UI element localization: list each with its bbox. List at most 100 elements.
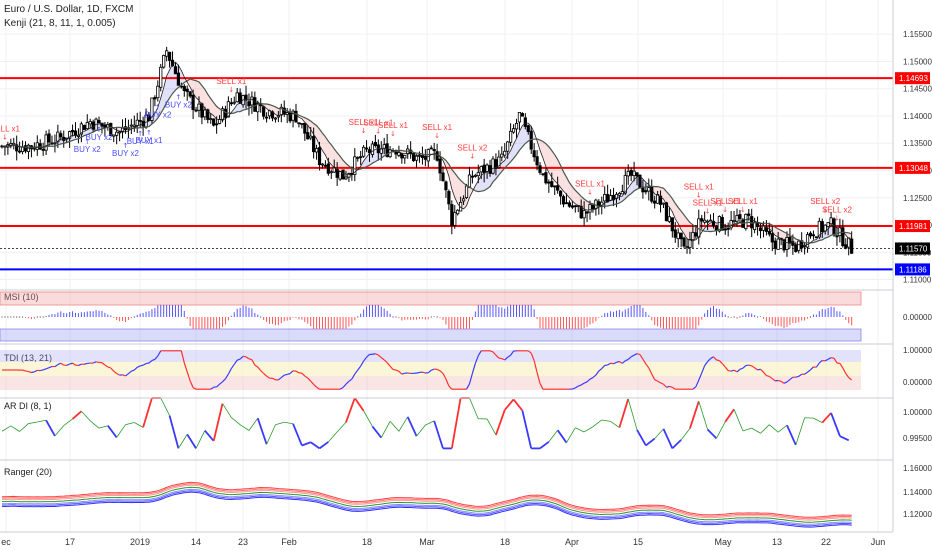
tdi-line-segment [589,377,594,380]
symbol-title: Euro / U.S. Dollar, 1D, FXCM [4,4,134,15]
tdi-line-segment [289,370,294,375]
tdi-line-segment [78,363,82,367]
ma-cloud-segment [772,225,776,236]
ma-cloud-segment [157,97,161,119]
signal-label: SELL x1 [378,121,408,130]
tdi-line-segment [48,365,53,369]
candle-body [100,122,104,127]
tdi-line-segment [401,372,405,375]
tdi-line-segment [625,358,629,362]
candle-body [561,196,566,205]
time-tick-label: 22 [821,537,831,547]
ma-cloud-segment [642,178,646,188]
candle-body [758,227,763,232]
ardi-line-segment [645,437,656,447]
tdi-line-segment [416,371,420,374]
signal-arrow-icon: ↑ [155,104,161,112]
ma-cloud-segment [778,228,782,239]
tdi-line-segment [501,357,506,361]
panel-title: MSI (10) [4,292,39,302]
ardi-line-segment [10,425,20,432]
tdi-line-segment [504,356,509,361]
tdi-middle-zone [0,362,861,376]
msi-dot [739,316,741,318]
ar-di-panel[interactable]: AR DI (8, 1) [1,397,850,450]
candle-body [59,133,63,138]
msi-dot [42,316,44,318]
tdi-line-segment [574,385,579,389]
ardi-line-segment [592,419,603,428]
candle-body [706,220,710,223]
ma-cloud-segment [334,148,338,170]
candle-body [579,205,583,219]
ranger-panel[interactable]: Ranger (20) [1,467,852,528]
tdi-line-segment [263,373,267,377]
ma-cloud-segment [681,211,685,234]
candle-body [411,153,416,162]
candle-body [262,106,266,117]
time-tick-label: 18 [500,537,510,547]
tdi-line-segment [104,364,109,368]
time-tick-label: ec [1,537,11,547]
ardi-line-segment [371,425,382,439]
signal-label: SELL x2 [822,206,852,215]
ardi-line-segment [751,427,761,434]
candle-body [282,107,286,115]
ma-cloud-segment [304,117,308,126]
signal-arrow-icon: ↓ [2,133,8,141]
tdi-line-segment [392,368,397,371]
candle-body [732,220,736,223]
ma-cloud-segment [310,121,314,135]
candle-body [476,172,480,177]
signal-arrow-icon: ↑ [146,129,152,137]
ma-cloud-segment [548,146,552,178]
msi-panel[interactable]: MSI (10) [0,291,862,342]
tdi-panel[interactable]: TDI (13, 21) [0,350,861,390]
tdi-line-segment [592,374,597,379]
ma-cloud-segment [331,144,335,168]
tdi-line-segment [348,378,353,382]
candle-body [785,236,789,250]
tdi-line-segment [431,368,435,371]
ma-cloud-segment [687,218,690,241]
candle-body [317,147,322,166]
tdi-line-segment [133,366,138,371]
candle-body [829,217,833,225]
tdi-line-segment [639,354,644,360]
ma-cloud-segment [210,98,214,116]
msi-dot [16,316,18,318]
signal-arrow-icon: ↑ [84,138,90,146]
tdi-line-segment [527,350,532,354]
ardi-line-segment [795,417,806,446]
ardi-line-segment [662,428,674,449]
candle-body [441,172,445,182]
tdi-line-segment [710,356,714,360]
main-price-panel[interactable]: SELL x1↓↑BUY x2↑BUY x2↑BUY x2↑BUY x1↑BUY… [0,46,893,271]
ma-cloud-segment [610,200,614,206]
candle-body [403,155,407,159]
tdi-line-segment [645,363,650,369]
ma-cloud-segment [196,80,199,101]
tdi-line-segment [530,352,535,361]
time-axis[interactable]: ec 17 2019 14 23 Feb 18 Mar 18 Apr 15 May 13 22 Jun [1,537,885,547]
tdi-line-segment [313,384,317,388]
ardi-line-segment [107,425,118,438]
msi-dot [36,316,38,318]
tdi-line-segment [669,385,673,388]
tdi-line-segment [610,362,614,365]
candle-body [805,234,810,248]
ma-cloud-segment [522,123,526,147]
candle-body [467,174,472,188]
candle-body [479,166,483,173]
tdi-line-segment [230,363,235,369]
tdi-line-segment [107,366,111,369]
tdi-line-segment [398,370,403,375]
tdi-line-segment [42,368,47,371]
candle-body [362,146,366,157]
ardi-line-segment [125,422,135,426]
ardi-line-segment [186,433,197,449]
tdi-line-segment [477,350,482,357]
msi-upper-band [0,291,862,306]
